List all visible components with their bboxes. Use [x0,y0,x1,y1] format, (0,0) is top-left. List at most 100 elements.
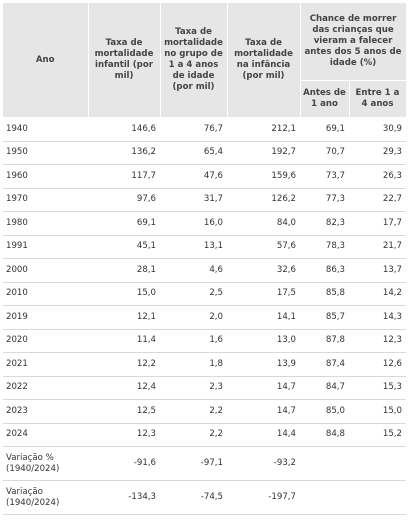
cell-before-1: 85,0 [300,399,349,424]
table-row: 2019 12,1 2,0 14,1 85,7 14,3 [3,305,407,330]
cell-childhood: -197,7 [227,480,300,515]
cell-before-1: 85,7 [300,305,349,330]
cell-1-4: 76,7 [160,117,227,142]
cell-infant: 117,7 [88,164,160,189]
variation-abs-row: Variação (1940/2024) -134,3 -74,5 -197,7 [3,480,407,515]
cell-empty [349,446,407,481]
cell-childhood: 192,7 [227,141,300,165]
table-row: 1940 146,6 76,7 212,1 69,1 30,9 [3,117,407,142]
cell-before-1: 77,3 [300,188,349,212]
cell-1-4: 65,4 [160,141,227,165]
cell-infant: 12,2 [88,352,160,377]
table-row: 2010 15,0 2,5 17,5 85,8 14,2 [3,282,407,306]
cell-before-1: 84,7 [300,376,349,400]
cell-before-1: 69,1 [300,117,349,142]
header-1-4-mortality: Taxa de mortalidade no grupo de 1 a 4 an… [160,3,228,118]
cell-1-4: -74,5 [160,480,227,515]
cell-1-4: 1,8 [160,352,227,377]
cell-infant: 12,1 [88,305,160,330]
cell-ano: 2019 [3,305,88,330]
cell-1-4: 2,2 [160,423,227,447]
cell-1-to-4: 12,3 [349,329,407,353]
table-row: 2021 12,2 1,8 13,9 87,4 12,6 [3,352,407,377]
cell-1-4: 13,1 [160,235,227,259]
cell-childhood: 13,0 [227,329,300,353]
mortality-table: Ano Taxa de mortalidade infantil (por mi… [3,3,407,515]
cell-ano: 2000 [3,258,88,283]
table-row: 2022 12,4 2,3 14,7 84,7 15,3 [3,376,407,400]
cell-1-4: 2,5 [160,282,227,306]
cell-ano: 1950 [3,141,88,165]
cell-1-to-4: 12,6 [349,352,407,377]
cell-infant: 11,4 [88,329,160,353]
cell-childhood: 17,5 [227,282,300,306]
cell-1-to-4: 30,9 [349,117,407,142]
cell-ano: 2023 [3,399,88,424]
header-1-to-4: Entre 1 a 4 anos [349,80,407,118]
table-row: 1950 136,2 65,4 192,7 70,7 29,3 [3,141,407,165]
cell-1-to-4: 29,3 [349,141,407,165]
cell-1-4: -97,1 [160,446,227,481]
cell-infant: 69,1 [88,211,160,236]
cell-before-1: 78,3 [300,235,349,259]
cell-before-1: 85,8 [300,282,349,306]
cell-infant: 12,5 [88,399,160,424]
table-row: 2000 28,1 4,6 32,6 86,3 13,7 [3,258,407,283]
cell-before-1: 73,7 [300,164,349,189]
variation-pct-label: Variação % (1940/2024) [3,446,88,481]
cell-childhood: -93,2 [227,446,300,481]
variation-abs-label: Variação (1940/2024) [3,480,88,515]
cell-before-1: 84,8 [300,423,349,447]
cell-empty [349,480,407,515]
cell-childhood: 159,6 [227,164,300,189]
cell-ano: 2024 [3,423,88,447]
cell-infant: 146,6 [88,117,160,142]
cell-ano: 2010 [3,282,88,306]
table-row: 1991 45,1 13,1 57,6 78,3 21,7 [3,235,407,259]
cell-1-4: 31,7 [160,188,227,212]
cell-before-1: 70,7 [300,141,349,165]
cell-childhood: 14,7 [227,399,300,424]
cell-1-4: 47,6 [160,164,227,189]
cell-ano: 2020 [3,329,88,353]
cell-1-4: 2,0 [160,305,227,330]
cell-before-1: 82,3 [300,211,349,236]
cell-1-to-4: 15,2 [349,423,407,447]
cell-1-4: 2,2 [160,399,227,424]
table-row: 1970 97,6 31,7 126,2 77,3 22,7 [3,188,407,212]
table-row: 1980 69,1 16,0 84,0 82,3 17,7 [3,211,407,236]
cell-1-4: 1,6 [160,329,227,353]
cell-childhood: 57,6 [227,235,300,259]
cell-1-to-4: 21,7 [349,235,407,259]
table-row: 2020 11,4 1,6 13,0 87,8 12,3 [3,329,407,353]
cell-1-to-4: 17,7 [349,211,407,236]
cell-empty [300,446,349,481]
cell-ano: 1940 [3,117,88,142]
cell-childhood: 84,0 [227,211,300,236]
cell-childhood: 212,1 [227,117,300,142]
table-body: 1940 146,6 76,7 212,1 69,1 30,9 1950 136,2 65,4… [3,117,407,515]
cell-infant: 136,2 [88,141,160,165]
cell-1-to-4: 13,7 [349,258,407,283]
cell-empty [300,480,349,515]
table-row: 2024 12,3 2,2 14,4 84,8 15,2 [3,423,407,447]
cell-infant: -91,6 [88,446,160,481]
cell-1-4: 2,3 [160,376,227,400]
table-row: 2023 12,5 2,2 14,7 85,0 15,0 [3,399,407,424]
cell-1-4: 4,6 [160,258,227,283]
header-chance-group: Chance de morrer das crianças que vieram… [300,3,407,81]
cell-infant: 28,1 [88,258,160,283]
cell-infant: 12,3 [88,423,160,447]
cell-infant: -134,3 [88,480,160,515]
cell-childhood: 14,7 [227,376,300,400]
cell-childhood: 32,6 [227,258,300,283]
cell-before-1: 86,3 [300,258,349,283]
header-infant-mortality: Taxa de mortalidade infantil (por mil) [88,3,161,118]
cell-1-to-4: 22,7 [349,188,407,212]
cell-ano: 1991 [3,235,88,259]
table-row: 1960 117,7 47,6 159,6 73,7 26,3 [3,164,407,189]
cell-1-4: 16,0 [160,211,227,236]
cell-infant: 15,0 [88,282,160,306]
cell-1-to-4: 14,3 [349,305,407,330]
header-childhood-mortality: Taxa de mortalidade na infância (por mil… [227,3,301,118]
